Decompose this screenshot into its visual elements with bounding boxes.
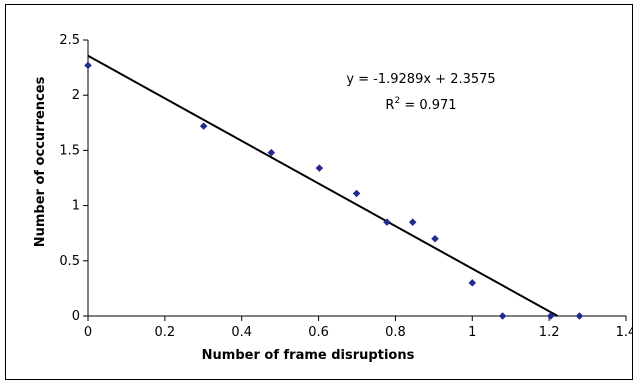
y-axis-title: Number of occurrences — [33, 76, 48, 247]
data-point — [498, 312, 507, 320]
data-point — [352, 189, 361, 198]
x-tick-label: 0.6 — [308, 325, 329, 340]
r-squared-value: = 0.971 — [400, 98, 456, 113]
r-squared-prefix: R — [385, 98, 394, 113]
x-tick-label: 0.4 — [231, 325, 252, 340]
y-tick-label: 0.5 — [59, 254, 80, 269]
data-point — [84, 61, 92, 70]
data-point — [199, 122, 208, 130]
plot-area: 0 0.5 1 1.5 2 2.5 0 0.2 0.4 0.6 0.8 1 1.2 1.4 — [59, 33, 632, 340]
x-tick-label: 1.4 — [616, 325, 632, 340]
x-axis-title: Number of frame disruptions — [202, 348, 415, 363]
x-tick-label: 1 — [468, 325, 476, 340]
r-squared-label: R2 = 0.971 — [385, 96, 456, 113]
data-point — [546, 312, 555, 320]
data-point — [431, 234, 439, 243]
y-tick-label: 1.5 — [59, 143, 80, 158]
data-point — [575, 312, 584, 320]
y-tick-label: 0 — [72, 309, 80, 324]
data-point — [315, 164, 324, 172]
data-point — [267, 148, 276, 157]
x-tick-label: 0.8 — [385, 325, 406, 340]
r-squared-superscript: 2 — [394, 96, 400, 106]
trendline-equation: y = -1.9289x + 2.3575 — [346, 72, 495, 87]
trendline — [87, 54, 559, 317]
y-tick-label: 2 — [72, 88, 80, 103]
x-tick-label: 0.2 — [155, 325, 176, 340]
x-tick-label: 1.2 — [539, 325, 560, 340]
data-point — [408, 218, 417, 227]
y-tick-label: 1 — [72, 199, 80, 214]
data-point — [383, 218, 391, 227]
scatter-chart: 0 0.5 1 1.5 2 2.5 0 0.2 0.4 0.6 0.8 1 1.2 1.4 Number … — [33, 33, 632, 363]
x-tick-label: 0 — [84, 325, 92, 340]
y-tick-label: 2.5 — [59, 33, 80, 48]
data-point — [468, 279, 477, 287]
chart-area: 0 0.5 1 1.5 2 2.5 0 0.2 0.4 0.6 0.8 1 1.2 1.4 Number … — [5, 4, 633, 380]
